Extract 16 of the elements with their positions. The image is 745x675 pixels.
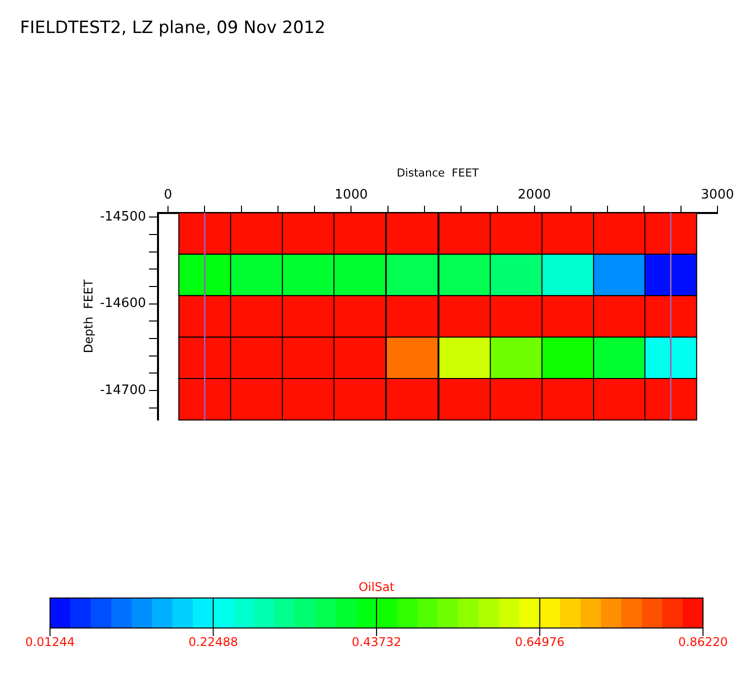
color-bar-label: 0.43732 <box>352 635 402 650</box>
color-bar-title: OilSat <box>358 580 395 594</box>
x-tick-label: 1000 <box>334 187 368 202</box>
x-axis-title: Distance FEET <box>396 166 480 180</box>
color-bar-label: 0.86220 <box>678 635 728 650</box>
color-bar-label: 0.22488 <box>188 635 238 650</box>
x-tick-label: 3000 <box>700 187 734 202</box>
color-bar-label: 0.64976 <box>514 635 565 650</box>
y-tick-label: -14600 <box>100 296 146 312</box>
y-axis-title: Depth FEET <box>81 278 96 354</box>
chart-title: FIELDTEST2, LZ plane, 09 Nov 2012 <box>20 18 326 38</box>
x-tick-label: 0 <box>164 187 172 202</box>
x-tick-label: 2000 <box>518 187 551 202</box>
y-tick-label: -14500 <box>100 210 146 225</box>
color-bar-label: 0.01244 <box>25 635 75 650</box>
y-tick-label: -14700 <box>100 382 146 398</box>
